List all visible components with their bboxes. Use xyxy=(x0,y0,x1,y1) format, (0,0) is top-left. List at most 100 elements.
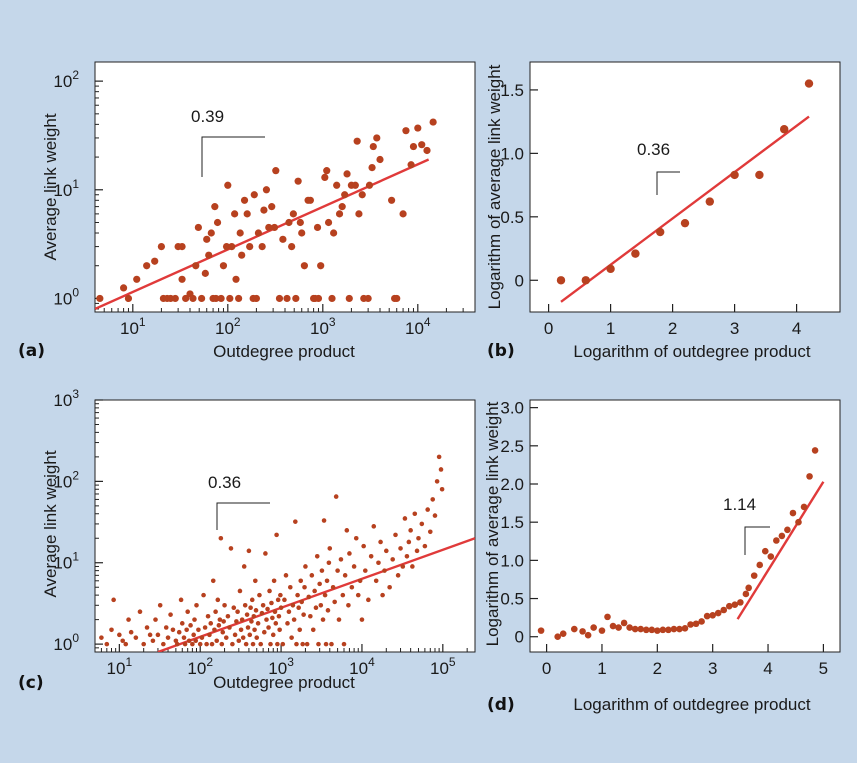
data-point xyxy=(642,626,650,634)
ylabel-c: Average link weight xyxy=(41,450,60,597)
y-tick-label-b: 1.5 xyxy=(500,81,524,100)
data-point xyxy=(346,602,351,608)
data-point xyxy=(232,275,240,283)
data-point xyxy=(253,578,258,584)
y-tick-label-c: 100 xyxy=(53,631,79,654)
data-point xyxy=(126,617,131,622)
data-point xyxy=(692,620,700,628)
data-point xyxy=(241,564,247,569)
data-point xyxy=(213,609,218,615)
data-point xyxy=(313,223,322,232)
data-point xyxy=(296,218,304,227)
data-point xyxy=(767,553,775,560)
data-point xyxy=(306,594,312,600)
data-point xyxy=(176,629,182,635)
data-point xyxy=(414,548,420,554)
data-point xyxy=(227,625,232,630)
data-point xyxy=(773,537,780,544)
data-point xyxy=(330,584,336,590)
data-point xyxy=(631,625,639,633)
data-point xyxy=(228,546,234,551)
data-point xyxy=(366,597,371,603)
ylabel-b: Logarithm of average link weight xyxy=(485,64,504,309)
data-point xyxy=(137,609,143,615)
data-point xyxy=(654,627,661,634)
data-point xyxy=(185,609,190,615)
data-point xyxy=(745,584,752,592)
data-point xyxy=(259,610,265,616)
plot-area-d xyxy=(529,399,841,653)
data-point xyxy=(276,613,282,619)
data-point xyxy=(316,641,321,647)
data-point xyxy=(278,605,284,611)
data-point xyxy=(221,619,226,624)
data-point xyxy=(141,641,146,647)
data-point xyxy=(314,294,323,303)
data-point xyxy=(272,167,280,175)
data-point xyxy=(192,617,197,622)
data-point xyxy=(709,612,716,619)
points-d xyxy=(537,447,819,641)
data-point xyxy=(423,146,431,155)
y-tick-label-c: 102 xyxy=(53,468,79,491)
data-point xyxy=(294,177,302,185)
data-point xyxy=(676,625,683,633)
data-point xyxy=(119,284,128,292)
data-point xyxy=(681,625,689,632)
data-point xyxy=(217,617,223,622)
data-point xyxy=(263,551,268,556)
data-point xyxy=(355,592,361,598)
data-point xyxy=(224,181,232,189)
data-point xyxy=(261,629,267,635)
data-point xyxy=(330,229,338,237)
data-point xyxy=(362,568,368,573)
data-point xyxy=(217,294,225,303)
data-point xyxy=(178,242,186,251)
data-point xyxy=(240,635,246,640)
data-point xyxy=(408,528,413,533)
data-point xyxy=(336,617,342,622)
data-point xyxy=(606,264,615,274)
data-point xyxy=(133,275,141,283)
data-point xyxy=(344,528,350,533)
x-tick-label-d: 1 xyxy=(597,659,606,678)
panel-a: 101 102 103 104 100 101 102 0.39 Outdegree pro… xyxy=(18,61,476,361)
data-point xyxy=(104,641,110,647)
data-point xyxy=(203,235,211,243)
panel-b: 0 1 2 3 4 0 0.5 1.0 1.5 0.36 Logarithm of outdeg… xyxy=(485,61,841,361)
data-point xyxy=(368,553,374,559)
x-tick-label-c: 103 xyxy=(268,655,294,678)
data-point xyxy=(238,627,244,633)
data-point xyxy=(294,641,299,647)
y-tick-label-b: 0.5 xyxy=(500,208,524,227)
data-point xyxy=(359,617,365,622)
data-point xyxy=(243,210,251,218)
data-point xyxy=(190,641,195,647)
data-point xyxy=(275,294,284,303)
data-point xyxy=(295,592,300,598)
data-point xyxy=(182,641,188,647)
data-point xyxy=(800,503,808,511)
data-point xyxy=(123,641,129,647)
data-point xyxy=(232,632,238,638)
data-point xyxy=(358,191,366,199)
data-point xyxy=(124,294,133,303)
y-tick-label-d: 0.5 xyxy=(500,590,524,609)
data-point xyxy=(335,568,340,573)
y-tick-label-c: 101 xyxy=(53,550,79,573)
data-point xyxy=(222,242,231,251)
data-point xyxy=(665,626,672,634)
data-point xyxy=(556,276,566,285)
data-point xyxy=(338,557,344,562)
data-point xyxy=(205,613,211,619)
data-point xyxy=(240,196,249,204)
data-point xyxy=(207,229,215,237)
data-point xyxy=(303,564,308,569)
data-point xyxy=(211,203,219,211)
data-point xyxy=(705,197,714,206)
data-point xyxy=(584,631,592,639)
data-point xyxy=(537,627,545,634)
panel-letter-c: (c) xyxy=(18,673,44,693)
slope-annotation-d: 1.14 xyxy=(723,495,770,555)
data-point xyxy=(290,602,296,608)
